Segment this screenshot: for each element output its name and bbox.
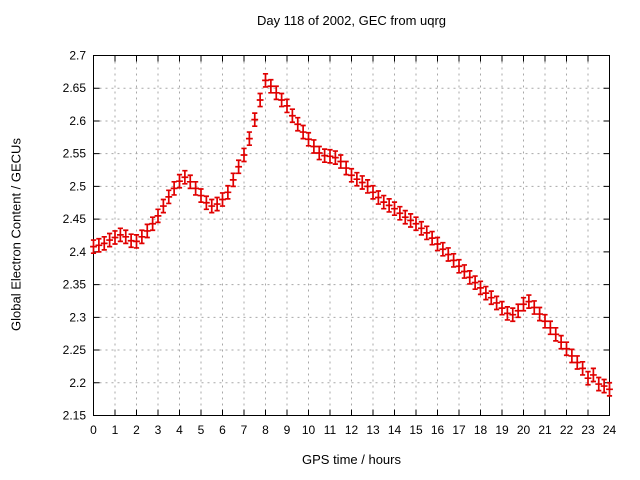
- y-tick-label: 2.45: [63, 212, 87, 226]
- y-tick-label: 2.25: [63, 343, 87, 357]
- x-tick-label: 6: [219, 423, 226, 437]
- x-tick-label: 11: [324, 423, 337, 437]
- y-tick-label: 2.6: [69, 114, 86, 128]
- grid-lines: [93, 55, 610, 416]
- y-tick-label: 2.2: [69, 376, 86, 390]
- y-tick-label: 2.5: [69, 179, 86, 193]
- y-tick-label: 2.55: [63, 147, 87, 161]
- x-tick-label: 22: [560, 423, 574, 437]
- data-series-errorbars: [90, 72, 613, 397]
- x-tick-label: 23: [581, 423, 595, 437]
- x-tick-label: 1: [112, 423, 119, 437]
- x-tick-label: 13: [366, 423, 380, 437]
- x-tick-label: 8: [262, 423, 269, 437]
- x-tick-label: 20: [517, 423, 531, 437]
- x-tick-label: 7: [241, 423, 248, 437]
- y-tick-label: 2.3: [69, 310, 86, 324]
- x-tick-label: 21: [538, 423, 552, 437]
- x-tick-label: 16: [431, 423, 445, 437]
- x-tick-label: 3: [155, 423, 162, 437]
- x-tick-label: 5: [198, 423, 205, 437]
- x-tick-label: 24: [603, 423, 617, 437]
- x-tick-label: 9: [284, 423, 291, 437]
- y-tick-label: 2.7: [69, 49, 86, 63]
- chart-title: Day 118 of 2002, GEC from uqrg: [256, 13, 447, 28]
- y-tick-label: 2.35: [63, 278, 87, 292]
- x-tick-label: 15: [409, 423, 423, 437]
- x-axis-title: GPS time / hours: [302, 452, 401, 467]
- x-tick-label: 2: [133, 423, 140, 437]
- x-tick-label: 19: [495, 423, 509, 437]
- x-tick-label: 10: [302, 423, 316, 437]
- x-tick-label: 4: [176, 423, 183, 437]
- x-tick-label: 17: [452, 423, 466, 437]
- x-tick-label: 0: [90, 423, 97, 437]
- x-tick-label: 14: [388, 423, 402, 437]
- tick-marks: [93, 55, 610, 416]
- y-tick-label: 2.15: [63, 409, 87, 423]
- x-tick-label: 12: [345, 423, 359, 437]
- y-tick-label: 2.65: [63, 81, 87, 95]
- y-tick-label: 2.4: [69, 245, 86, 259]
- x-tick-label: 18: [474, 423, 488, 437]
